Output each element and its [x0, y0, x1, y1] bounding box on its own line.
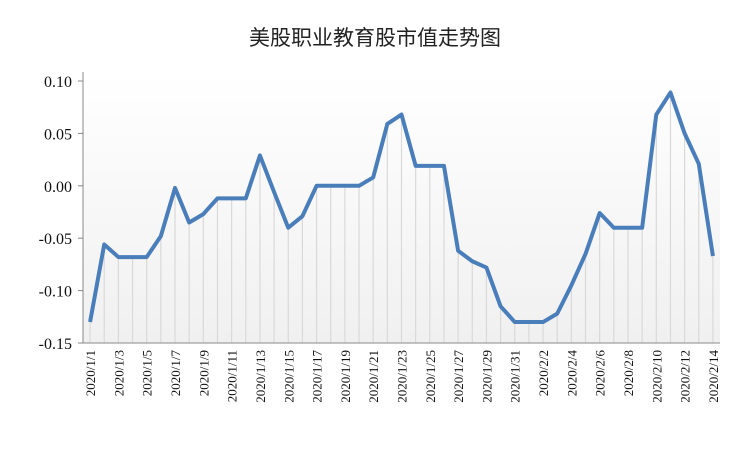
x-tick-label: 2020/2/12: [678, 350, 693, 403]
x-tick-label: 2020/2/2: [536, 350, 551, 396]
x-tick-label: 2020/1/23: [395, 350, 410, 403]
chart-title: 美股职业教育股市值走势图: [249, 26, 501, 50]
x-tick-label: 2020/1/25: [423, 350, 438, 403]
y-tick-label: 0.05: [44, 126, 72, 143]
x-tick-label: 2020/1/27: [451, 350, 466, 403]
x-tick-label: 2020/1/5: [140, 350, 155, 396]
x-tick-label: 2020/2/10: [649, 350, 664, 403]
y-tick-label: -0.10: [39, 284, 72, 301]
y-tick-label: 0.00: [44, 179, 72, 196]
x-tick-label: 2020/1/3: [111, 350, 126, 396]
x-tick-label: 2020/1/15: [281, 350, 296, 403]
y-tick-label: -0.05: [39, 231, 72, 248]
x-tick-label: 2020/1/13: [253, 350, 268, 403]
y-tick-label: 0.10: [44, 74, 72, 91]
x-tick-label: 2020/1/7: [168, 350, 183, 397]
y-tick-label: -0.15: [39, 336, 72, 353]
x-tick-label: 2020/1/17: [310, 350, 325, 403]
x-tick-label: 2020/1/31: [508, 350, 523, 403]
x-tick-label: 2020/2/8: [621, 350, 636, 396]
x-tick-label: 2020/1/9: [196, 350, 211, 396]
x-tick-label: 2020/2/4: [564, 350, 579, 397]
x-tick-label: 2020/1/1: [83, 350, 98, 396]
x-tick-label: 2020/1/29: [479, 350, 494, 403]
x-tick-label: 2020/2/14: [706, 350, 721, 403]
x-tick-label: 2020/1/21: [366, 350, 381, 403]
series-line: [88, 90, 715, 325]
x-tick-label: 2020/1/19: [338, 350, 353, 403]
x-tick-label: 2020/1/11: [225, 350, 240, 402]
x-tick-label: 2020/2/6: [593, 350, 608, 397]
